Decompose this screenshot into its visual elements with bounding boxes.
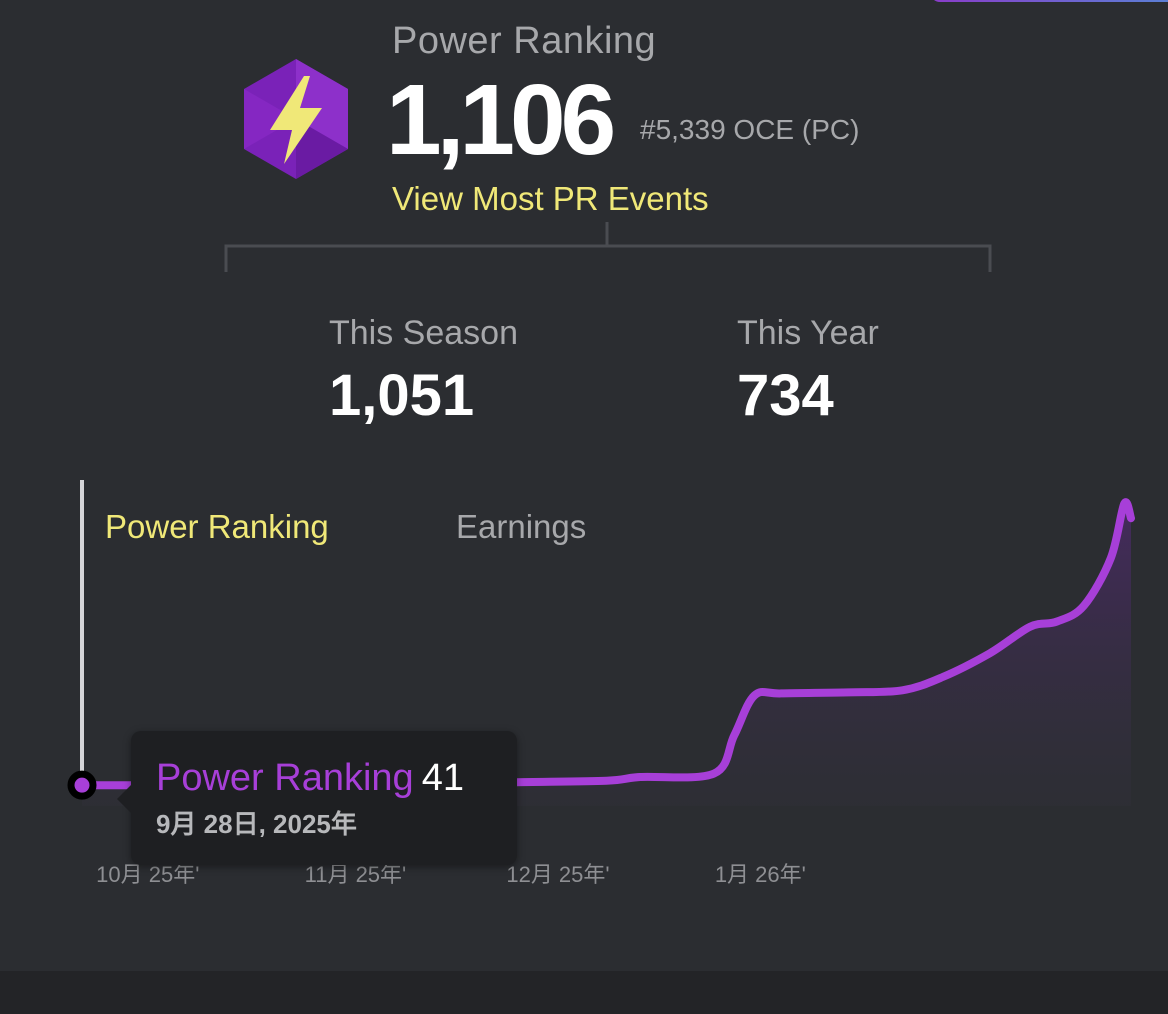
chart-tooltip: Power Ranking 41 9月 28日, 2025年 [117,731,517,865]
footer-bar [0,971,1168,1014]
stats-bracket-divider [224,222,992,272]
tooltip-value: 41 [421,757,464,799]
tooltip-series-name: Power Ranking [156,757,414,799]
tooltip-arrow [117,785,131,813]
tooltip-date: 9月 28日, 2025年 [156,809,357,839]
this-year-label: This Year [737,314,879,352]
power-ranking-title: Power Ranking [392,20,657,62]
lightning-bolt-hexagon-icon [244,59,348,179]
series-area-fill [82,502,1131,806]
this-season-value: 1,051 [329,363,475,428]
this-season-label: This Season [329,314,518,352]
hover-data-point [67,770,97,800]
x-tick-label: 12月 25年' [506,862,609,887]
view-most-pr-events-link[interactable]: View Most PR Events [392,180,709,217]
top-right-accent-bar [930,0,1168,2]
x-tick-label: 1月 26年' [715,862,806,887]
x-tick-label: 10月 25年' [96,862,199,887]
regional-rank: #5,339 OCE (PC) [640,114,860,145]
tab-earnings[interactable]: Earnings [456,508,587,545]
power-ranking-value: 1,106 [386,64,616,176]
x-tick-label: 11月 25年' [305,862,407,887]
this-year-value: 734 [737,363,834,428]
tab-power-ranking[interactable]: Power Ranking [105,508,329,545]
